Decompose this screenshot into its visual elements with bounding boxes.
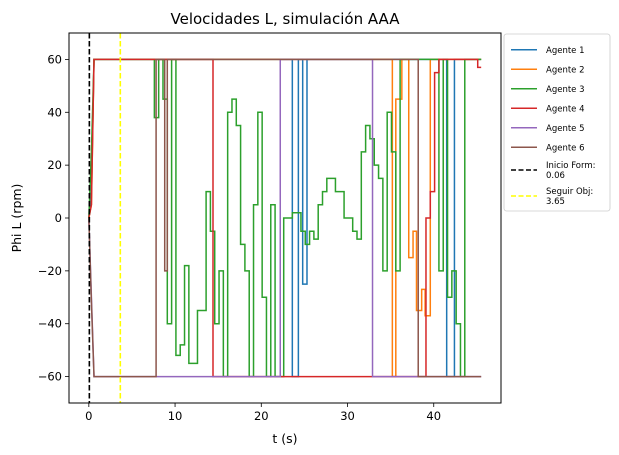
series-line-3 [88, 58, 482, 378]
legend-label: Seguir Obj: 3.65 [546, 187, 593, 207]
series-line-6 [88, 58, 482, 378]
legend-label: Inicio Form: 0.06 [546, 161, 595, 181]
legend-label: Agente 6 [546, 143, 585, 153]
series-line-4 [88, 58, 482, 378]
legend-label: Agente 5 [546, 124, 585, 134]
series-line-2 [88, 58, 482, 378]
x-tick-label: 0 [85, 409, 92, 423]
x-tick-label: 40 [426, 409, 441, 423]
y-tick-label: 20 [47, 158, 62, 172]
y-tick-label: 60 [47, 52, 62, 66]
legend-label: Agente 4 [546, 104, 585, 114]
y-tick-label: −40 [38, 317, 62, 331]
y-axis-label: Phi L (rpm) [9, 184, 24, 253]
legend-box [503, 33, 611, 212]
x-axis-label: t (s) [272, 431, 297, 446]
legend-label: Agente 3 [546, 85, 585, 95]
y-tick-label: −60 [38, 370, 62, 384]
chart-title: Velocidades L, simulación AAA [171, 10, 401, 28]
y-tick-label: −20 [38, 264, 62, 278]
legend-label: Agente 2 [546, 65, 585, 75]
axis-ticks: 0 10 20 30 40 −60 −40 −20 0 20 40 60 [38, 52, 441, 423]
y-tick-label: 40 [47, 105, 62, 119]
legend: Agente 1 Agente 2 Agente 3 Agente 4 Agente 5… [503, 33, 611, 212]
x-tick-label: 10 [168, 409, 183, 423]
x-tick-label: 20 [254, 409, 269, 423]
x-tick-label: 30 [340, 409, 355, 423]
legend-label: Agente 1 [546, 46, 585, 56]
y-tick-label: 0 [55, 211, 62, 225]
